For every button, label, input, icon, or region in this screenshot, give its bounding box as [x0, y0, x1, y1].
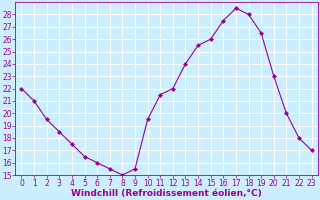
X-axis label: Windchill (Refroidissement éolien,°C): Windchill (Refroidissement éolien,°C): [71, 189, 262, 198]
